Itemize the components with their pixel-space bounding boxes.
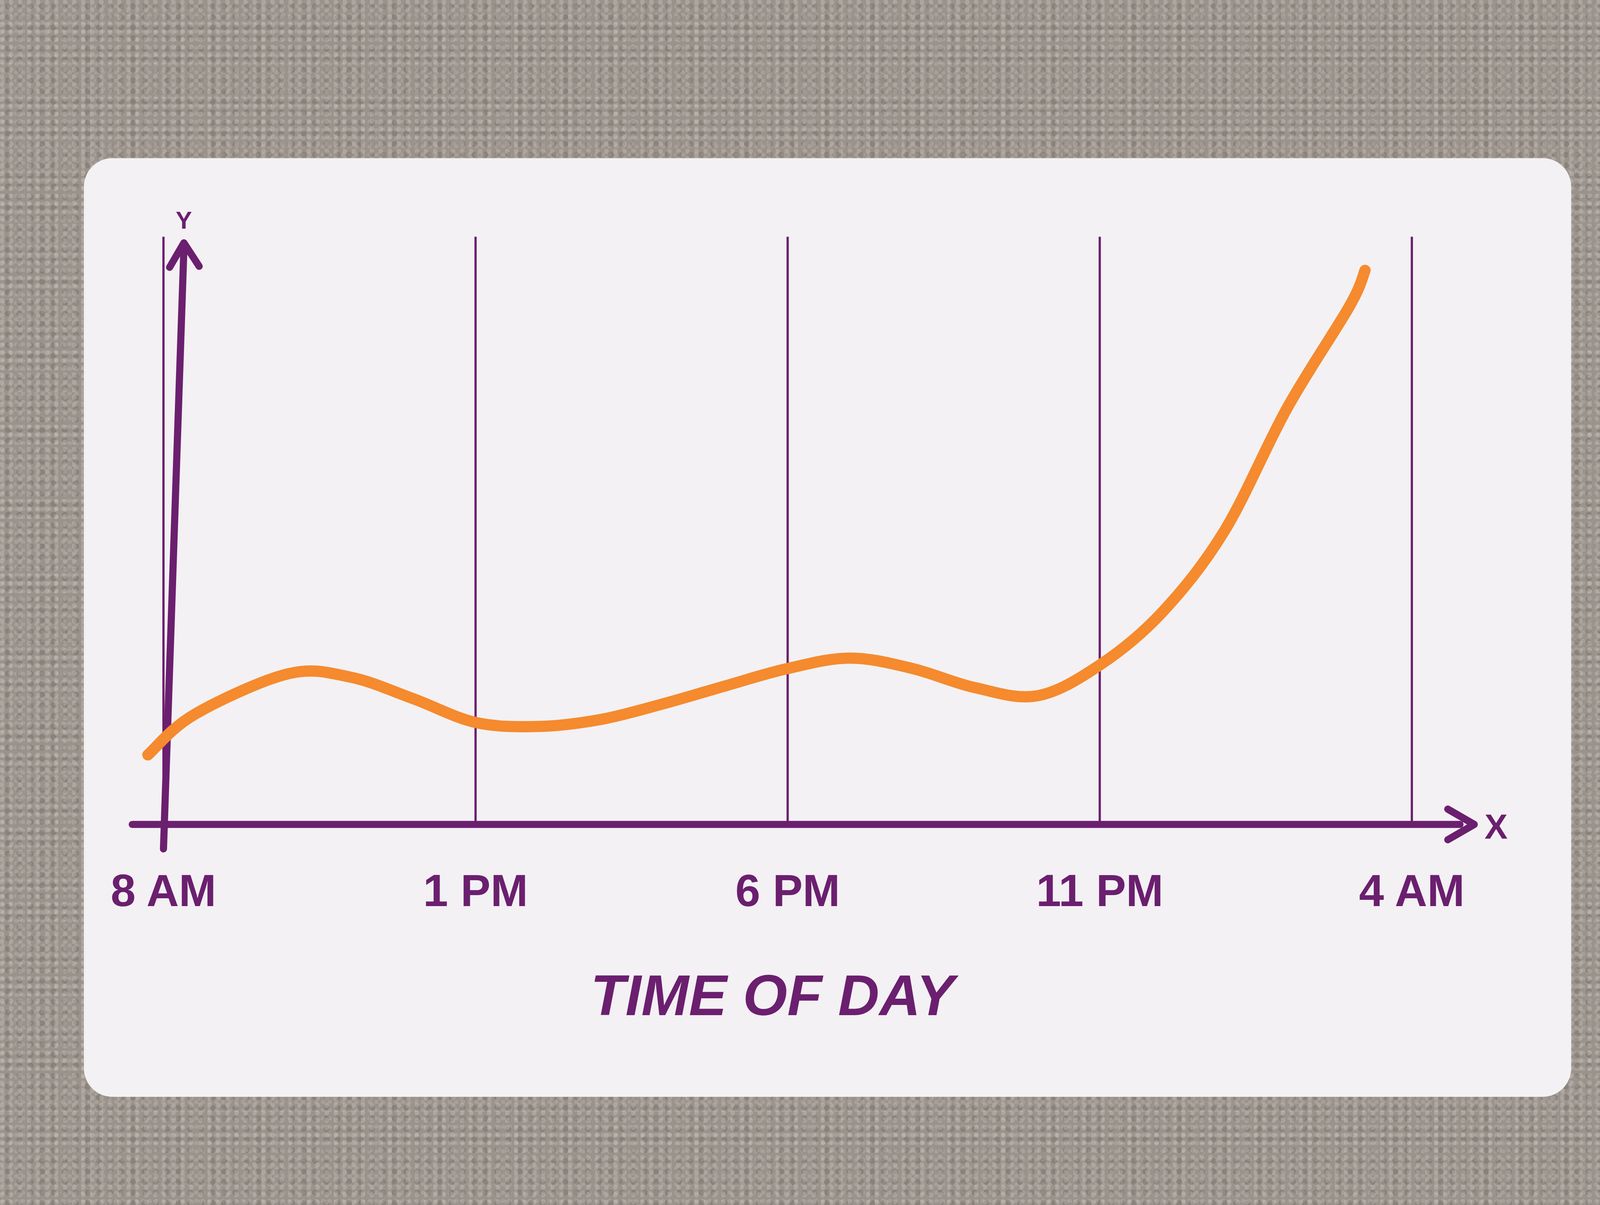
x-axis-arrow <box>1447 809 1475 840</box>
x-axis-symbol: X <box>1484 807 1508 846</box>
y-axis <box>163 249 184 849</box>
x-tick-label: 11 PM <box>1036 865 1164 916</box>
x-axis <box>132 820 1460 828</box>
x-tick-label: 4 AM <box>1359 865 1465 916</box>
grid-line <box>474 236 477 824</box>
chart-svg: Y X 8 AM 1 PM 6 PM 11 PM 4 AM TIME OF DAY <box>0 0 1600 1205</box>
grid-line <box>1098 236 1102 824</box>
card <box>83 158 1572 1097</box>
x-axis-label: TIME OF DAY <box>590 963 960 1028</box>
x-tick-label: 8 AM <box>110 865 217 916</box>
grid-line <box>786 236 790 824</box>
x-tick-label: 1 PM <box>423 865 528 916</box>
y-axis-arrow <box>169 242 199 268</box>
grid-line <box>1410 236 1413 824</box>
data-line <box>147 270 1366 755</box>
y-axis-symbol: Y <box>175 206 193 234</box>
x-tick-label: 6 PM <box>735 865 840 916</box>
root: Y X 8 AM 1 PM 6 PM 11 PM 4 AM TIME OF DAY <box>0 0 1600 1205</box>
plot-area <box>147 270 1366 755</box>
